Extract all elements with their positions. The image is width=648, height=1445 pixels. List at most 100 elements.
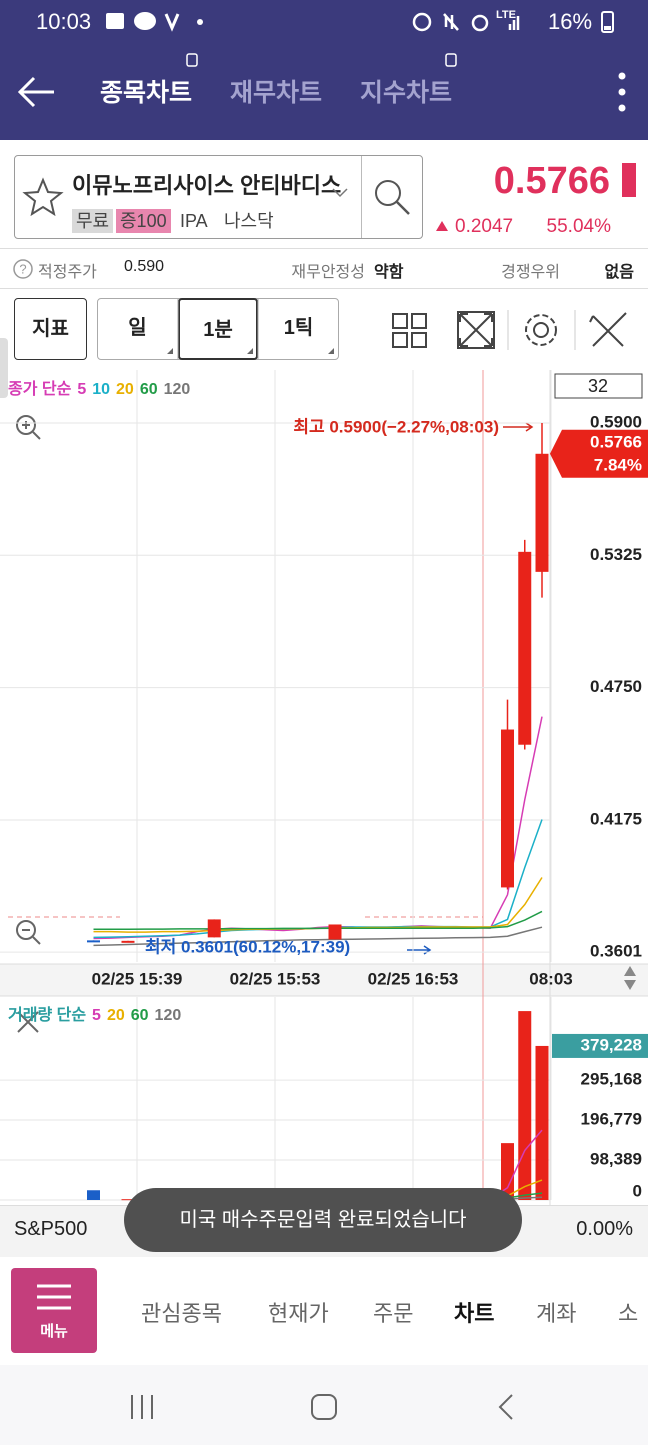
nav-item[interactable]: 계좌 <box>536 1301 577 1326</box>
price-indicator <box>622 163 636 197</box>
chart: 0.5900 0.5325 0.4750 0.4175 0.3601 02/25 15:3… <box>0 370 648 1205</box>
y-tick-label: 0.5325 <box>590 545 642 564</box>
chart-tools[interactable] <box>388 306 638 354</box>
side-handle[interactable] <box>0 338 8 398</box>
status-icons <box>106 12 203 32</box>
count-label: 32 <box>588 376 608 396</box>
ma-line <box>93 910 543 931</box>
period-corners <box>167 298 334 360</box>
info-value: 없음 <box>604 264 634 281</box>
y-tick-label: 196,779 <box>581 1110 642 1129</box>
period-button[interactable]: 일 <box>128 317 147 339</box>
x-axis-band <box>0 964 648 996</box>
period-button[interactable]: 1틱 <box>283 317 314 339</box>
clock: 10:03 <box>36 9 92 34</box>
legend-item: 60 <box>140 381 158 398</box>
tag: 증100 <box>116 209 171 233</box>
count-box[interactable] <box>554 373 643 399</box>
legend-item: 20 <box>116 381 134 398</box>
up-arrow <box>436 221 448 231</box>
divider <box>0 248 648 249</box>
y-tick-label: 0.4175 <box>590 809 642 828</box>
volume-bar <box>501 1143 514 1200</box>
info-value: 0.590 <box>124 258 165 275</box>
stock-selector[interactable] <box>14 155 423 239</box>
favorite-star[interactable] <box>22 176 64 218</box>
tab[interactable]: 지수차트 <box>360 79 453 107</box>
search-button[interactable] <box>370 175 414 219</box>
tag: IPA <box>180 211 208 231</box>
nav-item[interactable]: 차트 <box>454 1301 495 1326</box>
volume-bar <box>535 1045 549 1200</box>
candle-body <box>518 551 532 745</box>
bottom-nav <box>0 1258 648 1365</box>
help-icon[interactable]: ? <box>12 258 34 280</box>
period-button[interactable]: 1분 <box>178 298 258 360</box>
system-buttons[interactable] <box>0 1365 648 1445</box>
zoom-icons[interactable] <box>16 415 41 1033</box>
back-button[interactable] <box>14 70 58 114</box>
y-tick-label: 0.4750 <box>590 677 642 696</box>
top-bar <box>0 44 648 140</box>
indicator-button[interactable]: 지표 <box>14 298 87 360</box>
legend-item: 60 <box>131 1007 149 1024</box>
ma-line <box>93 877 543 933</box>
legend-title: 종가 단순 <box>8 380 72 398</box>
candle-body <box>328 924 342 940</box>
candle-body <box>535 453 549 572</box>
y-tick-label: 0 <box>633 1181 642 1200</box>
stock-name: 이뮤노프리사이스 안티바디스 <box>72 173 342 198</box>
candle-body <box>501 729 514 888</box>
low-arrow <box>407 945 432 955</box>
nav-item[interactable]: 주문 <box>373 1301 414 1326</box>
price-change-pct: 55.04% <box>546 216 611 237</box>
volume-bar <box>518 1011 532 1200</box>
x-tick-label: 02/25 16:53 <box>368 969 459 988</box>
tab[interactable]: 종목차트 <box>100 79 193 107</box>
legend-item: 20 <box>107 1007 125 1024</box>
menu-icon <box>37 1284 71 1310</box>
menu-button[interactable]: 메뉴 <box>11 1268 97 1353</box>
nav-item[interactable]: 소 <box>618 1301 639 1326</box>
legend-title: 거래량 단순 <box>8 1005 86 1024</box>
tab-badge <box>445 53 457 67</box>
scroll-arrows[interactable] <box>624 966 636 990</box>
tab[interactable]: 재무차트 <box>230 79 323 107</box>
battery-icon <box>601 11 614 33</box>
tag: 무료 <box>72 209 114 233</box>
volume-bar <box>87 1190 100 1200</box>
nav-item[interactable]: 관심종목 <box>141 1301 222 1326</box>
low-annotation: 최저 0.3601(60.12%,17:39) <box>145 937 350 956</box>
high-annotation: 최고 0.5900(−2.27%,08:03) <box>293 417 499 436</box>
more-button[interactable] <box>602 70 642 114</box>
index-change: 0.00% <box>576 1218 633 1240</box>
candle-body <box>87 940 100 943</box>
current-volume-label: 379,228 <box>581 1035 642 1054</box>
current-price-pct: 7.84% <box>594 455 642 474</box>
current-price-tag <box>550 429 648 478</box>
legend-item: 120 <box>164 381 191 398</box>
stock-price: 0.5766 <box>493 160 610 202</box>
x-tick-label: 08:03 <box>529 969 572 988</box>
legend-item: 5 <box>77 381 86 398</box>
toast: 미국 매수주문입력 완료되었습니다 <box>124 1188 522 1252</box>
current-volume-tag <box>552 1033 648 1058</box>
divider <box>361 156 362 238</box>
system-icons <box>412 12 520 32</box>
nav-item[interactable]: 현재가 <box>268 1301 329 1326</box>
dropdown-caret <box>332 188 348 198</box>
system-nav <box>0 1365 648 1445</box>
candle-body <box>121 940 135 943</box>
info-label: 경쟁우위 <box>501 264 560 281</box>
volume-bar <box>121 1199 135 1201</box>
info-value: 약함 <box>374 264 404 281</box>
info-label: 적정주가 <box>38 264 97 281</box>
ma-line <box>93 716 543 940</box>
divider <box>0 288 648 289</box>
network-type: LTE <box>496 9 516 21</box>
info-label: 재무안정성 <box>291 264 365 281</box>
candle-body <box>207 919 221 938</box>
y-tick-label: 0.5900 <box>590 412 642 431</box>
legend-item: 120 <box>155 1007 182 1024</box>
